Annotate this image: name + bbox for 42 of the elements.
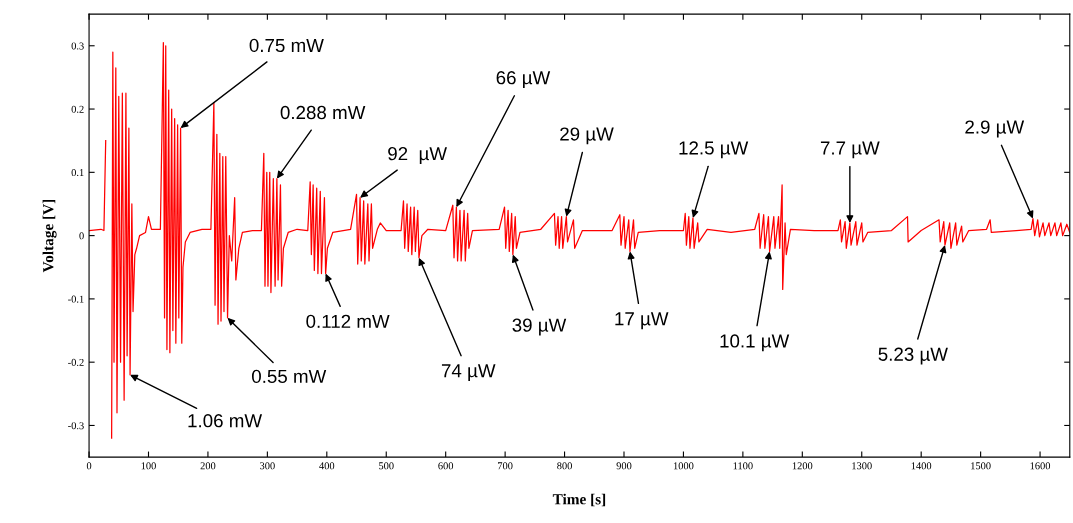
- annotation: 0.55 mW: [251, 369, 327, 384]
- x-tick-label: 400: [319, 462, 335, 470]
- annotation: 0.112 mW: [306, 314, 390, 328]
- annotation: 12.5 µW: [679, 141, 749, 159]
- annotation: 17 µW: [615, 312, 669, 330]
- y-axis-title: Voltage [V]: [42, 199, 57, 273]
- annotation: 10.1 µW: [720, 334, 790, 352]
- y-tick-label: 0.1: [71, 169, 84, 177]
- x-tick-label: 500: [379, 462, 394, 470]
- annotation: 5.23 µW: [878, 347, 948, 365]
- x-tick-label: 0: [86, 462, 92, 470]
- x-tick-label: 1000: [673, 462, 694, 470]
- x-tick-label: 300: [260, 462, 275, 470]
- annotation: 66 µW: [496, 71, 551, 89]
- y-tick-label: -0.3: [68, 422, 84, 430]
- x-tick-label: 200: [200, 462, 216, 470]
- y-tick-label: 0.3: [71, 42, 84, 50]
- y-tick-label: -0.1: [68, 295, 84, 303]
- x-tick-label: 1100: [733, 462, 753, 470]
- annotation: 0.288 mW: [280, 105, 366, 120]
- y-tick-label: 0.2: [71, 105, 84, 113]
- annotation: 7.7 µW: [820, 141, 880, 159]
- x-tick-label: 800: [557, 462, 572, 470]
- annotation: 74 µW: [441, 364, 496, 382]
- annotation: 39 µW: [512, 318, 567, 336]
- x-tick-label: 1600: [1030, 462, 1051, 470]
- y-tick-label: -0.2: [68, 358, 84, 366]
- x-tick-label: 1300: [852, 462, 872, 470]
- annotation: 1.06 mW: [188, 414, 263, 428]
- annotation: 92 µW: [388, 147, 447, 164]
- annotation: 29 µW: [560, 127, 614, 145]
- y-tick-label: 0: [79, 232, 84, 240]
- x-tick-label: 1200: [792, 462, 813, 470]
- x-tick-label: 1500: [971, 462, 991, 470]
- annotation: 2.9 µW: [965, 120, 1025, 138]
- x-tick-label: 100: [141, 462, 156, 470]
- x-axis-title: Time [s]: [552, 493, 606, 507]
- x-tick-label: 700: [498, 462, 513, 470]
- annotation: 0.75 mW: [249, 38, 324, 53]
- x-tick-label: 600: [438, 462, 454, 470]
- x-tick-label: 1400: [911, 462, 932, 470]
- x-tick-label: 900: [616, 462, 632, 470]
